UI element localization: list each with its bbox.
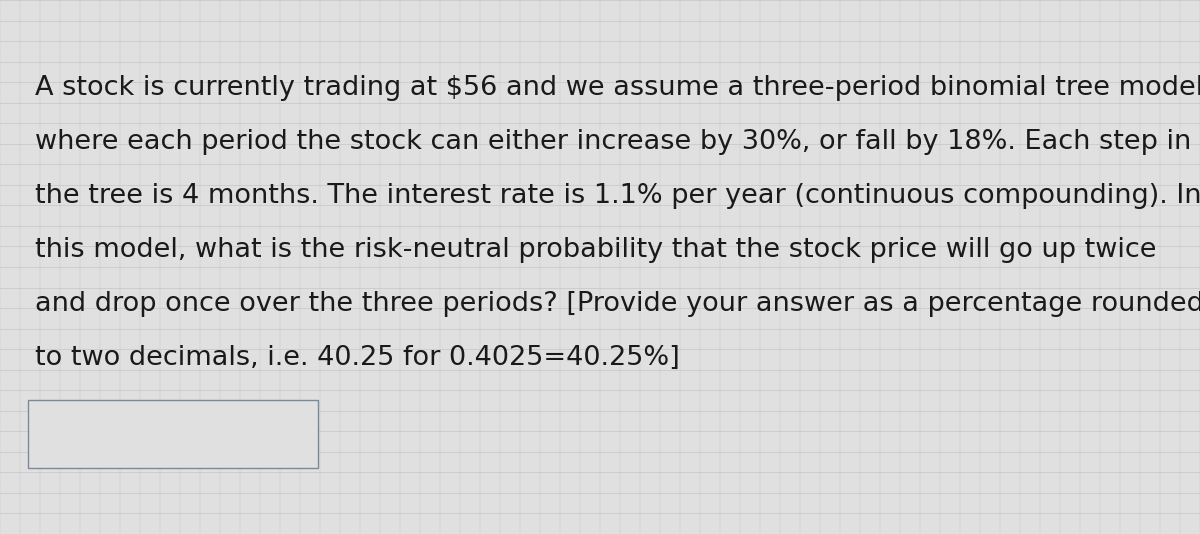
Text: this model, what is the risk-neutral probability that the stock price will go up: this model, what is the risk-neutral pro… (35, 237, 1157, 263)
FancyBboxPatch shape (28, 400, 318, 468)
Text: A stock is currently trading at $56 and we assume a three-period binomial tree m: A stock is currently trading at $56 and … (35, 75, 1200, 101)
Text: to two decimals, i.e. 40.25 for 0.4025=40.25%]: to two decimals, i.e. 40.25 for 0.4025=4… (35, 345, 680, 371)
Text: where each period the stock can either increase by 30%, or fall by 18%. Each ste: where each period the stock can either i… (35, 129, 1192, 155)
Text: the tree is 4 months. The interest rate is 1.1% per year (continuous compounding: the tree is 4 months. The interest rate … (35, 183, 1200, 209)
Text: and drop once over the three periods? [Provide your answer as a percentage round: and drop once over the three periods? [P… (35, 291, 1200, 317)
